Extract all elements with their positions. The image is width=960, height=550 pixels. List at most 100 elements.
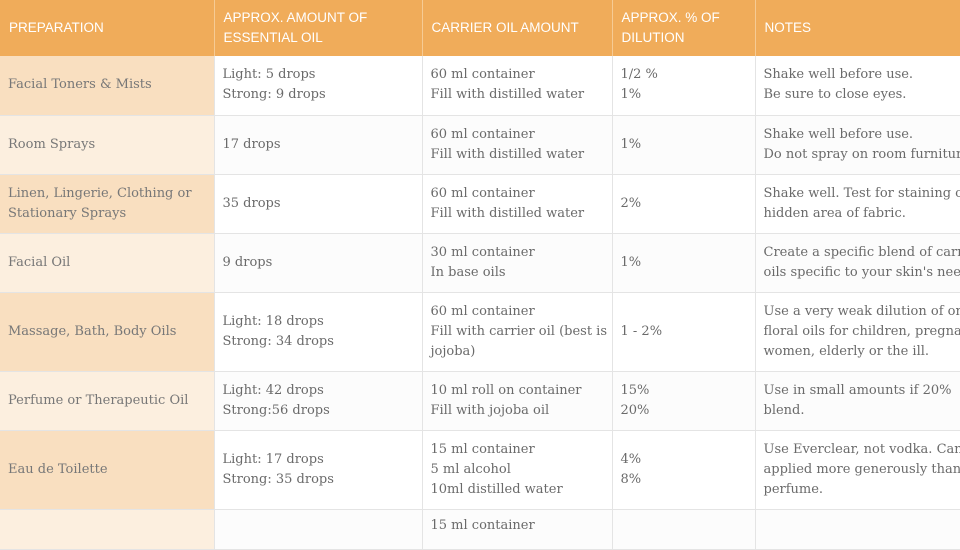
cell-text: 60 ml container bbox=[430, 303, 535, 319]
cell-text: 1 - 2% bbox=[620, 323, 663, 339]
table-row: 15 ml container bbox=[0, 509, 960, 550]
cell-text: Light: 17 drops bbox=[222, 451, 324, 467]
table-row: Linen, Lingerie, Clothing or Stationary S… bbox=[0, 174, 960, 234]
cell-text: Stationary Sprays bbox=[8, 205, 127, 221]
cell-text: Fill with distilled water bbox=[430, 205, 585, 221]
cell-text: 60 ml container bbox=[430, 67, 535, 83]
cell-text: Strong: 34 drops bbox=[222, 333, 334, 349]
dilution-cell: 15% 20% bbox=[612, 371, 756, 431]
header-text: NOTES bbox=[764, 20, 812, 35]
essential-oil-cell: Light: 5 drops Strong: 9 drops bbox=[214, 56, 423, 116]
cell-text: 15% bbox=[620, 382, 650, 398]
cell-text: jojoba) bbox=[430, 343, 476, 359]
cell-text: Light: 5 drops bbox=[222, 67, 316, 83]
essential-oil-cell: Light: 42 drops Strong:56 drops bbox=[214, 371, 423, 431]
cell-text: Strong:56 drops bbox=[222, 402, 330, 418]
essential-oil-cell: 17 drops bbox=[214, 115, 423, 175]
cell-text: 35 drops bbox=[222, 195, 281, 211]
cell-text: Facial Oil bbox=[8, 254, 71, 270]
cell-text: 20% bbox=[620, 402, 650, 418]
dilution-cell: 4% 8% bbox=[612, 430, 756, 510]
cell-text: 15 ml container bbox=[430, 441, 535, 457]
cell-text: Use in small amounts if 20% bbox=[763, 382, 952, 398]
notes-cell: Shake well before use. Be sure to close e… bbox=[755, 56, 960, 116]
notes-cell: Use Everclear, not vodka. Can be applied … bbox=[755, 430, 960, 510]
header-carrier-oil: CARRIER OIL AMOUNT bbox=[422, 0, 613, 56]
cell-text: 4% bbox=[620, 451, 642, 467]
cell-text: In base oils bbox=[430, 264, 506, 280]
preparation-cell: Facial Oil bbox=[0, 233, 215, 293]
header-preparation: PREPARATION bbox=[0, 0, 215, 56]
cell-text: Room Sprays bbox=[8, 136, 96, 152]
cell-text: Massage, Bath, Body Oils bbox=[8, 323, 177, 339]
cell-text: 8% bbox=[620, 471, 642, 487]
preparation-cell: Room Sprays bbox=[0, 115, 215, 175]
table-body: Facial Toners & Mists Light: 5 drops Stron… bbox=[0, 56, 960, 550]
table-row: Room Sprays 17 drops 60 ml container Fill w… bbox=[0, 115, 960, 175]
cell-text: hidden area of fabric. bbox=[763, 205, 906, 221]
cell-text: Fill with distilled water bbox=[430, 87, 585, 103]
cell-text: Fill with jojoba oil bbox=[430, 402, 550, 418]
cell-text: 9 drops bbox=[222, 254, 273, 270]
preparation-cell: Facial Toners & Mists bbox=[0, 56, 215, 116]
cell-text: 1% bbox=[620, 87, 642, 103]
cell-text: Light: 42 drops bbox=[222, 382, 324, 398]
cell-text: Eau de Toilette bbox=[8, 461, 108, 477]
notes-cell: Shake well. Test for staining on hidden a… bbox=[755, 174, 960, 234]
header-essential-oil: APPROX. AMOUNT OF ESSENTIAL OIL bbox=[214, 0, 423, 56]
preparation-cell: Linen, Lingerie, Clothing or Stationary S… bbox=[0, 174, 215, 234]
carrier-oil-cell: 60 ml container Fill with carrier oil (be… bbox=[422, 292, 613, 372]
dilution-cell: 1% bbox=[612, 115, 756, 175]
dilution-cell: 1% bbox=[612, 233, 756, 293]
cell-text: Use Everclear, not vodka. Can be bbox=[763, 441, 960, 457]
cell-text: perfume. bbox=[763, 481, 824, 497]
cell-text: Strong: 9 drops bbox=[222, 87, 326, 103]
header-text: ESSENTIAL OIL bbox=[223, 30, 323, 45]
preparation-cell bbox=[0, 509, 215, 550]
header-text: CARRIER OIL AMOUNT bbox=[431, 20, 579, 35]
carrier-oil-cell: 60 ml container Fill with distilled water bbox=[422, 56, 613, 116]
notes-cell: Shake well before use. Do not spray on ro… bbox=[755, 115, 960, 175]
cell-text: Shake well. Test for staining on bbox=[763, 185, 960, 201]
table-row: Eau de Toilette Light: 17 drops Strong: 35… bbox=[0, 430, 960, 510]
cell-text: blend. bbox=[763, 402, 805, 418]
essential-oil-cell: Light: 17 drops Strong: 35 drops bbox=[214, 430, 423, 510]
cell-text: 5 ml alcohol bbox=[430, 461, 511, 477]
cell-text: 1% bbox=[620, 136, 642, 152]
table-row: Massage, Bath, Body Oils Light: 18 drops S… bbox=[0, 292, 960, 372]
cell-text: 10 ml roll on container bbox=[430, 382, 582, 398]
notes-cell: Use a very weak dilution of only floral o… bbox=[755, 292, 960, 372]
cell-text: 1% bbox=[620, 254, 642, 270]
cell-text: 2% bbox=[620, 195, 642, 211]
table-row: Facial Toners & Mists Light: 5 drops Stron… bbox=[0, 56, 960, 116]
cell-text: oils specific to your skin's needs. bbox=[763, 264, 960, 280]
cell-text: 10ml distilled water bbox=[430, 481, 563, 497]
header-text: DILUTION bbox=[621, 30, 685, 45]
cell-text: Fill with distilled water bbox=[430, 146, 585, 162]
header-notes: NOTES bbox=[755, 0, 960, 56]
preparation-cell: Massage, Bath, Body Oils bbox=[0, 292, 215, 372]
cell-text: Shake well before use. bbox=[763, 126, 914, 142]
carrier-oil-cell: 60 ml container Fill with distilled water bbox=[422, 174, 613, 234]
carrier-oil-cell: 15 ml container 5 ml alcohol 10ml distille… bbox=[422, 430, 613, 510]
carrier-oil-cell: 30 ml container In base oils bbox=[422, 233, 613, 293]
cell-text: Create a specific blend of carrier bbox=[763, 244, 960, 260]
preparation-cell: Perfume or Therapeutic Oil bbox=[0, 371, 215, 431]
header-text: PREPARATION bbox=[9, 20, 104, 35]
cell-text: Light: 18 drops bbox=[222, 313, 324, 329]
cell-text: 1/2 % bbox=[620, 67, 658, 83]
essential-oil-cell bbox=[214, 509, 423, 550]
header-row: PREPARATION APPROX. AMOUNT OF ESSENTIAL OI… bbox=[0, 0, 960, 56]
cell-text: Strong: 35 drops bbox=[222, 471, 334, 487]
cell-text: 60 ml container bbox=[430, 185, 535, 201]
cell-text: Do not spray on room furniture. bbox=[763, 146, 960, 162]
dilution-cell: 2% bbox=[612, 174, 756, 234]
table-row: Perfume or Therapeutic Oil Light: 42 drop… bbox=[0, 371, 960, 431]
cell-text: Fill with carrier oil (best is bbox=[430, 323, 608, 339]
dilution-cell bbox=[612, 509, 756, 550]
cell-text: women, elderly or the ill. bbox=[763, 343, 930, 359]
carrier-oil-cell: 10 ml roll on container Fill with jojoba … bbox=[422, 371, 613, 431]
cell-text: Shake well before use. bbox=[763, 67, 914, 83]
cell-text: Be sure to close eyes. bbox=[763, 87, 907, 103]
